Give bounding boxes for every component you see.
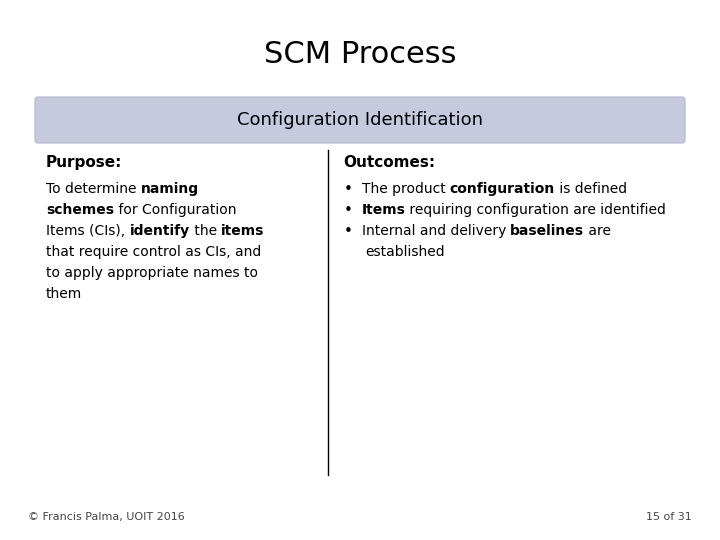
Text: requiring configuration are identified: requiring configuration are identified (405, 203, 666, 217)
Text: that require control as CIs, and: that require control as CIs, and (46, 245, 261, 259)
Text: Outcomes:: Outcomes: (343, 155, 436, 170)
Text: items: items (221, 224, 264, 238)
Text: for Configuration: for Configuration (114, 203, 236, 217)
Text: schemes: schemes (46, 203, 114, 217)
Text: is defined: is defined (555, 182, 627, 196)
Text: •: • (343, 182, 353, 197)
Text: to apply appropriate names to: to apply appropriate names to (46, 266, 258, 280)
Text: the: the (189, 224, 221, 238)
Text: identify: identify (130, 224, 189, 238)
Text: are: are (585, 224, 611, 238)
Text: Configuration Identification: Configuration Identification (237, 111, 483, 129)
Text: Internal and delivery: Internal and delivery (361, 224, 510, 238)
Text: naming: naming (141, 182, 199, 196)
Text: •: • (343, 224, 353, 239)
Text: Purpose:: Purpose: (46, 155, 122, 170)
Text: The product: The product (361, 182, 450, 196)
Text: them: them (46, 287, 82, 301)
FancyBboxPatch shape (35, 97, 685, 143)
Text: established: established (366, 245, 445, 259)
Text: •: • (343, 203, 353, 218)
Text: Items: Items (361, 203, 405, 217)
Text: configuration: configuration (450, 182, 555, 196)
Text: To determine: To determine (46, 182, 141, 196)
Text: Items (CIs),: Items (CIs), (46, 224, 130, 238)
Text: 15 of 31: 15 of 31 (647, 512, 692, 522)
Text: baselines: baselines (510, 224, 585, 238)
Text: © Francis Palma, UOIT 2016: © Francis Palma, UOIT 2016 (28, 512, 185, 522)
Text: SCM Process: SCM Process (264, 40, 456, 69)
